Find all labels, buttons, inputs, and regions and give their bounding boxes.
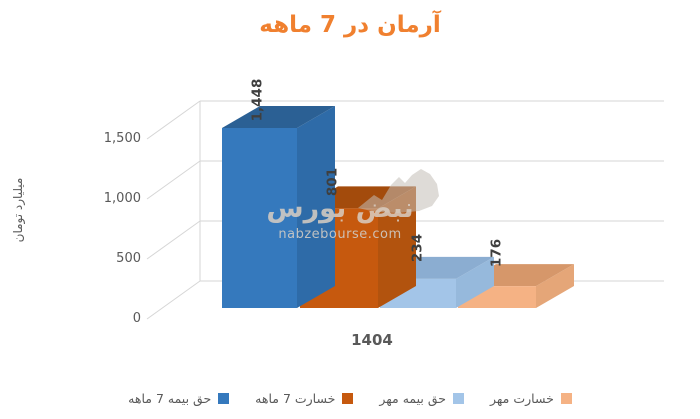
legend-swatch	[218, 393, 230, 404]
bar-value-label: 176	[488, 238, 504, 268]
y-axis-tick-label: 0	[132, 311, 141, 326]
bar-side-face	[297, 106, 335, 308]
y-axis-tick-label: 500	[116, 251, 141, 266]
legend-swatch	[342, 393, 354, 404]
bar-side-face	[536, 264, 574, 308]
bar-front-face	[222, 128, 297, 308]
tick-depth-line	[146, 100, 201, 140]
legend-item: خسارت مهر	[490, 391, 572, 406]
bar-3d-1	[222, 106, 335, 308]
y-axis-tick-label: 1,500	[103, 131, 141, 146]
legend-item: حق بیمه 7 ماهه	[128, 391, 230, 406]
tick-depth-line	[146, 220, 201, 260]
legend-label: حق بیمه 7 ماهه	[128, 391, 212, 406]
legend-swatch	[560, 393, 572, 404]
legend-swatch	[453, 393, 465, 404]
x-axis-category-label: 1404	[351, 331, 393, 349]
bar-top-face	[222, 106, 335, 128]
bar-side-face	[456, 256, 494, 308]
tick-depth-line	[146, 160, 201, 200]
legend-label: خسارت مهر	[490, 391, 554, 406]
bar-value-label: 234	[409, 233, 425, 263]
y-axis-tick-label: 1,000	[103, 191, 141, 206]
legend-label: خسارت 7 ماهه	[255, 391, 336, 406]
bar-side-face	[378, 186, 416, 308]
bar-value-label: 1,448	[249, 78, 265, 122]
legend-label: حق بیمه مهر	[379, 391, 447, 406]
legend-item: حق بیمه مهر	[379, 391, 465, 406]
chart-title: آرمان در 7 ماهه	[259, 12, 441, 38]
legend-item: خسارت 7 ماهه	[255, 391, 354, 406]
bar-value-label: 801	[324, 167, 340, 197]
chart-legend: حق بیمه 7 ماهه خسارت 7 ماهه حق بیمه مهر خسا…	[0, 391, 700, 406]
tick-depth-line	[146, 280, 201, 320]
